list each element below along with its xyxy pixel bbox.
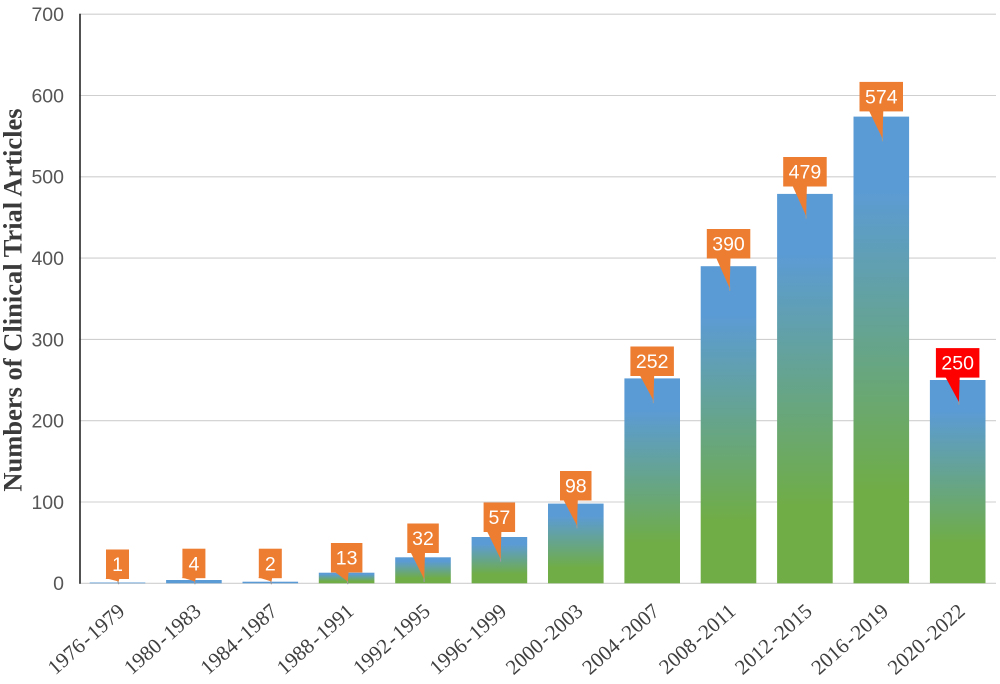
svg-text:500: 500	[31, 167, 64, 189]
svg-text:32: 32	[412, 528, 434, 550]
svg-text:252: 252	[636, 351, 669, 373]
svg-text:700: 700	[31, 4, 64, 26]
svg-text:600: 600	[31, 85, 64, 107]
svg-text:479: 479	[789, 162, 822, 184]
svg-text:300: 300	[31, 329, 64, 351]
svg-text:4: 4	[188, 553, 199, 575]
svg-text:1: 1	[112, 554, 123, 576]
svg-text:390: 390	[712, 234, 745, 256]
svg-text:0: 0	[53, 573, 64, 595]
svg-text:574: 574	[865, 87, 898, 109]
svg-text:100: 100	[31, 492, 64, 514]
svg-text:Numbers of Clinical Trial Arti: Numbers of Clinical Trial Articles	[0, 108, 28, 491]
svg-text:13: 13	[336, 548, 358, 570]
svg-text:98: 98	[565, 476, 587, 498]
svg-text:2: 2	[265, 553, 276, 575]
svg-text:57: 57	[489, 507, 511, 529]
svg-text:400: 400	[31, 248, 64, 270]
svg-text:200: 200	[31, 411, 64, 433]
svg-text:250: 250	[941, 353, 974, 375]
